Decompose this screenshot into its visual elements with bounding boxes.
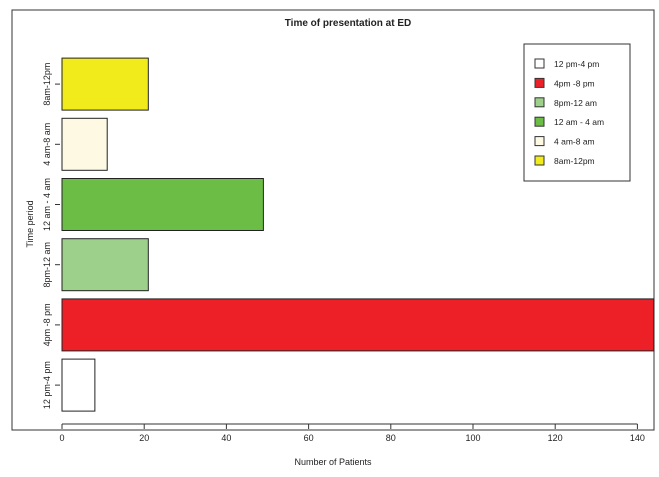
- bar-4: [61, 117, 108, 171]
- legend-label-3: 12 am - 4 am: [554, 117, 604, 127]
- bar-3: [61, 178, 264, 231]
- chart-title: Time of presentation at ED: [285, 18, 412, 29]
- legend-label-2: 8pm-12 am: [554, 98, 597, 108]
- legend-label-0: 12 pm-4 pm: [554, 59, 599, 69]
- y-tick-label-4: 4 am-8 am: [42, 123, 52, 166]
- bar-2: [61, 238, 149, 292]
- y-tick-label-5: 8am-12pm: [42, 63, 52, 106]
- legend-swatch-3: [534, 116, 545, 127]
- legend-label-5: 8am-12pm: [554, 156, 595, 166]
- bar-1: [61, 298, 655, 352]
- x-tick-label-4: 80: [386, 433, 396, 443]
- x-tick-label-1: 20: [139, 433, 149, 443]
- legend-swatch-5: [534, 155, 545, 166]
- plot-frame: [11, 9, 655, 431]
- x-tick-label-3: 60: [304, 433, 314, 443]
- x-tick-label-6: 120: [548, 433, 563, 443]
- legend: 12 pm-4 pm 4pm -8 pm 8pm-12 am 12 am - 4 am…: [523, 43, 631, 182]
- legend-label-1: 4pm -8 pm: [554, 78, 595, 88]
- x-tick-label-0: 0: [59, 433, 64, 443]
- y-tick-label-2: 8pm-12 am: [42, 242, 52, 288]
- x-axis-label: Number of Patients: [294, 457, 372, 467]
- legend-swatch-4: [534, 136, 545, 147]
- y-tick-label-1: 4pm -8 pm: [42, 303, 52, 346]
- legend-swatch-2: [534, 97, 545, 108]
- x-tick-label-5: 100: [465, 433, 480, 443]
- bars-group: [61, 57, 655, 412]
- bar-5: [61, 57, 149, 111]
- y-tick-labels: 12 pm-4 pm 4pm -8 pm 8pm-12 am 12 am - 4 am…: [42, 63, 60, 409]
- bar-0: [61, 358, 96, 412]
- legend-swatch-1: [534, 77, 545, 88]
- x-tick-label-7: 140: [630, 433, 645, 443]
- y-tick-label-3: 12 am - 4 am: [42, 178, 52, 231]
- y-tick-label-0: 12 pm-4 pm: [42, 361, 52, 409]
- y-axis-label: Time period: [25, 200, 35, 247]
- x-tick-label-2: 40: [221, 433, 231, 443]
- legend-swatch-0: [534, 58, 545, 69]
- legend-label-4: 4 am-8 am: [554, 137, 595, 147]
- x-axis: 0 20 40 60 80 100 120 140: [59, 423, 645, 443]
